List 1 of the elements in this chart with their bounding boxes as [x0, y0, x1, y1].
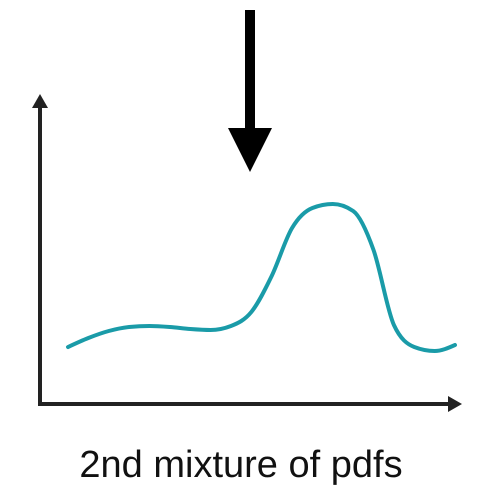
x-axis-title: 2nd mixture of pdfs: [79, 444, 403, 486]
